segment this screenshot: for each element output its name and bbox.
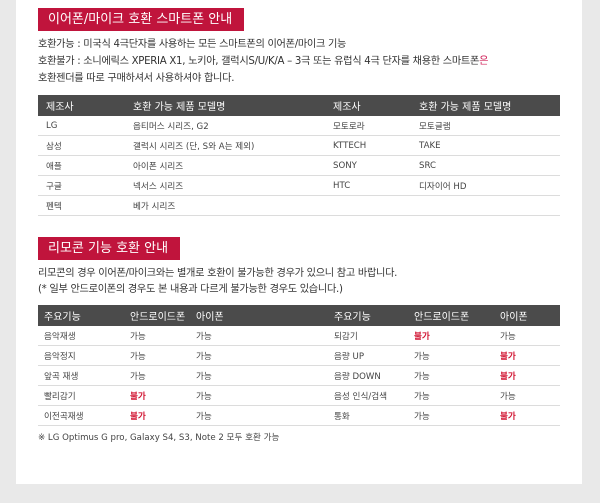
table-cell: 앞곡 재생: [38, 365, 124, 386]
table-cell: 구글: [38, 175, 125, 196]
column-header: 제조사: [38, 95, 125, 116]
table-cell: 아이폰 시리즈: [125, 155, 325, 176]
table-row: 이전곡재생 불가 가능 통화 가능 불가: [38, 405, 560, 426]
table-cell: 가능: [190, 345, 328, 366]
table-cell: 음악정지: [38, 345, 124, 366]
table-cell: 음량 DOWN: [328, 365, 408, 386]
table-cell: 모토로라: [325, 116, 411, 136]
table-cell: 애플: [38, 155, 125, 176]
table-cell: 가능: [190, 405, 328, 426]
table-cell: 가능: [494, 326, 560, 346]
table-cell: 가능: [124, 345, 190, 366]
table-cell: 불가: [124, 385, 190, 406]
table-cell: 빨리감기: [38, 385, 124, 406]
table-row: 구글 넥서스 시리즈 HTC 디자이어 HD: [38, 175, 560, 196]
table-cell: 불가: [408, 326, 494, 346]
compat-footnote: ※ LG Optimus G pro, Galaxy S4, S3, Note …: [38, 433, 280, 443]
table-cell: 가능: [408, 365, 494, 386]
table-row: 음악재생 가능 가능 되감기 불가 가능: [38, 326, 560, 346]
remote-compat-table: 주요기능 안드로이드폰 아이폰 주요기능 안드로이드폰 아이폰 음악재생 가능 가능 되감기 불가…: [38, 305, 560, 426]
table-cell: 옵티머스 시리즈, G2: [125, 116, 325, 136]
table-cell: 음악재생: [38, 326, 124, 346]
table-header-row: 제조사 호환 가능 제품 모델명 제조사 호환 가능 제품 모델명: [38, 95, 560, 116]
table-cell: SRC: [411, 155, 560, 176]
table-cell: 통화: [328, 405, 408, 426]
table-header-row: 주요기능 안드로이드폰 아이폰 주요기능 안드로이드폰 아이폰: [38, 305, 560, 326]
table-cell: 가능: [408, 345, 494, 366]
column-header: 아이폰: [190, 305, 328, 326]
table-row: 앞곡 재생 가능 가능 음량 DOWN 가능 불가: [38, 365, 560, 386]
table-row: 삼성 갤럭시 시리즈 (단, S와 A는 제외) KTTECH TAKE: [38, 135, 560, 156]
column-header: 주요기능: [328, 305, 408, 326]
table-cell: 불가: [124, 405, 190, 426]
column-header: 아이폰: [494, 305, 560, 326]
column-header: 안드로이드폰: [124, 305, 190, 326]
table-cell: 베가 시리즈: [125, 195, 325, 216]
table-row: 음악정지 가능 가능 음량 UP 가능 불가: [38, 345, 560, 366]
table-cell: 모토글램: [411, 116, 560, 136]
incompatible-text-suffix: 은: [479, 56, 489, 67]
gender-notice-text: 호환젠더를 따로 구매하셔서 사용하셔야 합니다.: [38, 73, 235, 84]
table-row: 펜텍 베가 시리즈: [38, 195, 560, 216]
column-header: 주요기능: [38, 305, 124, 326]
remote-desc-text: 리모콘의 경우 이어폰/마이크와는 별개로 호환이 불가능한 경우가 있으니 참…: [38, 268, 398, 279]
table-cell: 가능: [408, 405, 494, 426]
table-cell: 이전곡재생: [38, 405, 124, 426]
table-cell: 갤럭시 시리즈 (단, S와 A는 제외): [125, 135, 325, 156]
table-row: 애플 아이폰 시리즈 SONY SRC: [38, 155, 560, 176]
content-card: 이어폰/마이크 호환 스마트폰 안내 호환가능 : 미국식 4극단자를 사용하는…: [16, 0, 582, 484]
section-title-remote: 리모콘 기능 호환 안내: [38, 237, 181, 260]
table-cell: 음량 UP: [328, 345, 408, 366]
table-cell: 가능: [408, 385, 494, 406]
column-header: 호환 가능 제품 모델명: [125, 95, 325, 116]
table-cell: 가능: [124, 365, 190, 386]
incompatible-text-main: 호환불가 : 소니에릭스 XPERIA X1, 노키아, 갤럭시S/U/K/A …: [38, 56, 480, 67]
column-header: 제조사: [325, 95, 411, 116]
table-cell: 가능: [494, 385, 560, 406]
table-cell: 되감기: [328, 326, 408, 346]
table-cell: 불가: [494, 405, 560, 426]
table-cell: SONY: [325, 155, 411, 176]
table-cell: TAKE: [411, 135, 560, 156]
incompatible-text: 호환불가 : 소니에릭스 XPERIA X1, 노키아, 갤럭시S/U/K/A …: [38, 54, 488, 70]
table-cell: 불가: [494, 345, 560, 366]
table-cell: 펜텍: [38, 195, 125, 216]
table-cell: KTTECH: [325, 135, 411, 156]
column-header: 안드로이드폰: [408, 305, 494, 326]
table-cell: LG: [38, 116, 125, 136]
compatible-text: 호환가능 : 미국식 4극단자를 사용하는 모든 스마트폰의 이어폰/마이크 기…: [38, 39, 347, 50]
section-title-earphone: 이어폰/마이크 호환 스마트폰 안내: [38, 8, 245, 31]
column-header: 호환 가능 제품 모델명: [411, 95, 560, 116]
earphone-compat-table: 제조사 호환 가능 제품 모델명 제조사 호환 가능 제품 모델명 LG 옵티머스 시리…: [38, 95, 560, 216]
table-cell: HTC: [325, 175, 411, 196]
table-cell: 디자이어 HD: [411, 175, 560, 196]
table-row: 빨리감기 불가 가능 음성 인식/검색 가능 가능: [38, 385, 560, 406]
table-cell: 삼성: [38, 135, 125, 156]
table-cell: 넥서스 시리즈: [125, 175, 325, 196]
table-row: LG 옵티머스 시리즈, G2 모토로라 모토글램: [38, 116, 560, 136]
table-cell: 가능: [190, 365, 328, 386]
table-cell: [325, 195, 411, 216]
table-cell: 가능: [190, 385, 328, 406]
table-cell: 불가: [494, 365, 560, 386]
table-cell: 가능: [190, 326, 328, 346]
remote-exception-text: (* 일부 안드로이폰의 경우도 본 내용과 다르게 불가능한 경우도 있습니다…: [38, 284, 343, 295]
table-cell: 음성 인식/검색: [328, 385, 408, 406]
table-cell: [411, 195, 560, 216]
table-cell: 가능: [124, 326, 190, 346]
